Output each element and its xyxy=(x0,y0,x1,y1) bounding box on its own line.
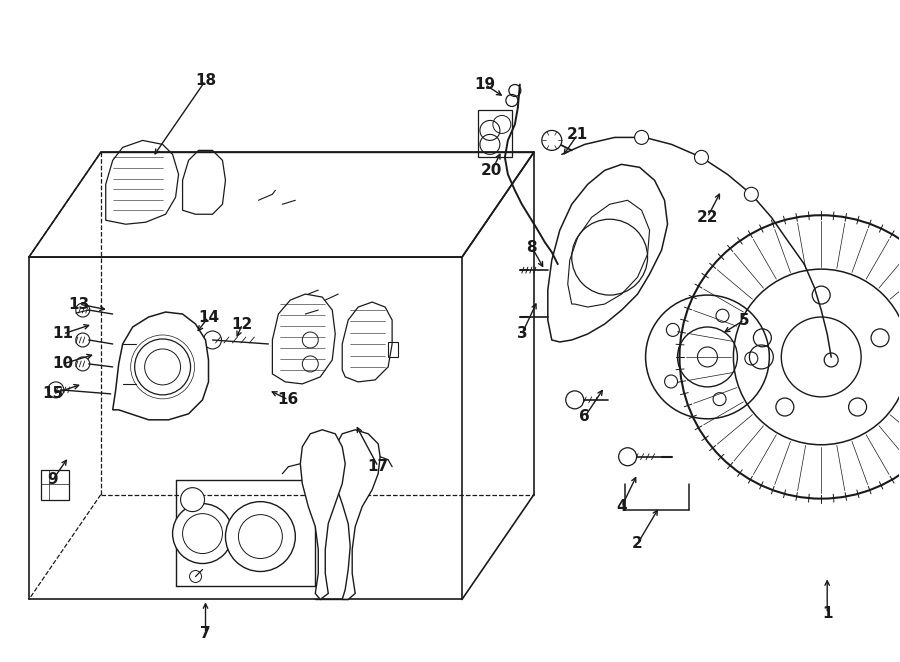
Polygon shape xyxy=(332,430,380,599)
Text: 17: 17 xyxy=(367,459,389,474)
Text: 12: 12 xyxy=(232,316,253,332)
Text: 5: 5 xyxy=(739,312,750,328)
Circle shape xyxy=(695,150,708,164)
Text: 20: 20 xyxy=(482,163,502,178)
Circle shape xyxy=(173,504,232,563)
Circle shape xyxy=(542,130,562,150)
Text: 11: 11 xyxy=(52,326,73,342)
Text: 10: 10 xyxy=(52,356,74,371)
Text: 15: 15 xyxy=(42,387,63,401)
Text: 8: 8 xyxy=(526,240,537,255)
Text: 2: 2 xyxy=(632,536,643,551)
Circle shape xyxy=(744,187,759,201)
Text: 21: 21 xyxy=(567,127,589,142)
Circle shape xyxy=(181,488,204,512)
Text: 18: 18 xyxy=(195,73,216,88)
Text: 1: 1 xyxy=(822,606,832,621)
Text: 3: 3 xyxy=(517,326,527,342)
Text: 6: 6 xyxy=(580,409,590,424)
Text: 13: 13 xyxy=(68,297,89,312)
Text: 19: 19 xyxy=(474,77,496,92)
Circle shape xyxy=(135,339,191,395)
Text: 4: 4 xyxy=(616,499,627,514)
Circle shape xyxy=(634,130,649,144)
Text: 9: 9 xyxy=(48,472,58,487)
Polygon shape xyxy=(301,430,346,599)
Circle shape xyxy=(226,502,295,571)
Polygon shape xyxy=(112,312,209,420)
Text: 14: 14 xyxy=(198,310,219,324)
Circle shape xyxy=(618,448,636,465)
Circle shape xyxy=(566,391,584,409)
Text: 22: 22 xyxy=(697,210,718,224)
Text: 16: 16 xyxy=(278,393,299,407)
Text: 7: 7 xyxy=(200,626,211,641)
